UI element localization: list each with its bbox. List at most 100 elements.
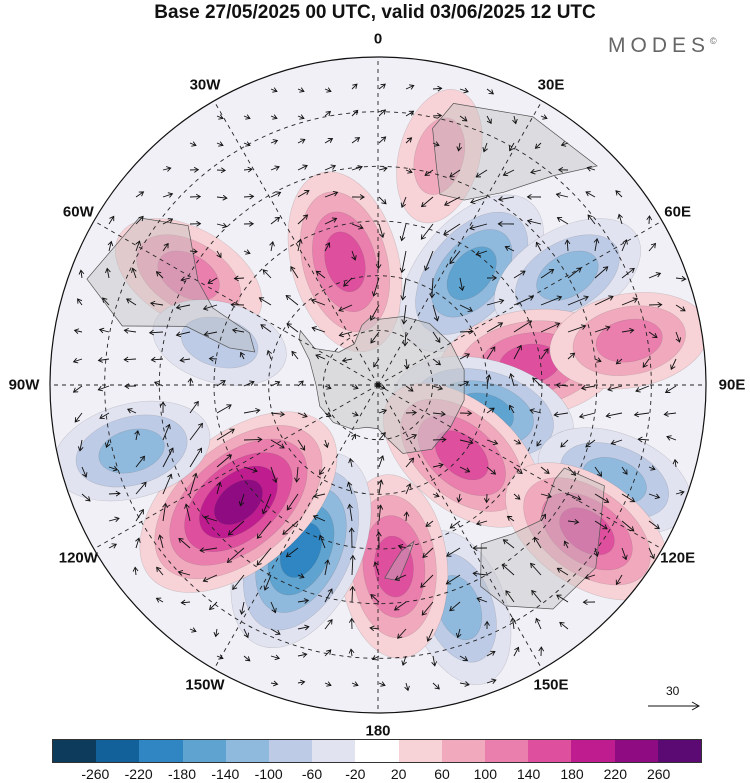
- wind-vector: [135, 481, 147, 495]
- wind-vector: [324, 384, 332, 390]
- wind-vector: [459, 439, 474, 445]
- wind-vector: [563, 540, 569, 549]
- wind-vector: [635, 385, 650, 393]
- wind-vector: [485, 374, 492, 387]
- wind-vector: [343, 277, 353, 287]
- wind-vector: [486, 466, 497, 475]
- wind-vector: [313, 492, 326, 499]
- wind-vector: [586, 165, 596, 172]
- wind-vector: [243, 193, 255, 200]
- wind-vector: [421, 601, 434, 616]
- wind-vector: [230, 301, 245, 308]
- africa-outline: [432, 103, 598, 201]
- anomaly-blob: [139, 411, 338, 593]
- reference-vector: [648, 701, 701, 711]
- wind-vector: [377, 479, 384, 495]
- wind-vector: [535, 617, 542, 630]
- wind-vector: [297, 412, 308, 418]
- wind-vector: [540, 114, 548, 120]
- wind-vector: [135, 455, 146, 468]
- wind-vector: [216, 167, 226, 174]
- wind-vector: [459, 115, 468, 122]
- wind-vector: [285, 294, 299, 306]
- wind-vector: [131, 267, 137, 279]
- wind-vector: [615, 574, 623, 586]
- meridian-line: [93, 384, 379, 550]
- wind-vector: [160, 401, 166, 414]
- wind-vector: [296, 238, 303, 252]
- longitude-label: 0: [373, 30, 383, 48]
- wind-vector: [675, 304, 686, 312]
- wind-vector: [556, 567, 569, 576]
- wind-vector: [530, 562, 542, 576]
- wind-vector: [475, 250, 488, 257]
- wind-vector: [513, 344, 522, 360]
- wind-vector: [424, 169, 434, 176]
- wind-vector: [324, 217, 338, 225]
- wind-vector: [81, 493, 91, 502]
- wind-vector: [540, 493, 552, 499]
- wind-vector: [378, 166, 388, 172]
- wind-vector: [270, 439, 285, 449]
- wind-vector: [256, 547, 272, 566]
- colorbar-cell: [528, 740, 572, 762]
- wind-vector: [124, 383, 137, 390]
- wind-vector: [189, 248, 198, 255]
- wind-vector: [443, 223, 461, 235]
- wind-vector: [286, 323, 299, 333]
- wind-vector: [199, 547, 218, 553]
- wind-vector: [403, 511, 410, 522]
- wind-vector: [123, 356, 137, 363]
- wind-vector: [108, 215, 115, 225]
- wind-vector: [349, 554, 356, 576]
- colorbar-cell: [614, 740, 658, 762]
- wind-vector: [621, 547, 628, 561]
- wind-vector: [324, 588, 333, 603]
- wind-vector: [373, 358, 380, 368]
- wind-vector: [162, 447, 174, 468]
- wind-vector: [216, 380, 226, 387]
- wind-vector: [231, 327, 245, 334]
- wind-vector: [243, 407, 261, 414]
- longitude-label: 180: [365, 722, 391, 740]
- wind-vector: [469, 223, 488, 231]
- wind-vector: [526, 218, 542, 225]
- wind-vector: [162, 502, 168, 522]
- wind-vector: [351, 681, 359, 687]
- wind-vector: [505, 590, 515, 603]
- wind-vector: [269, 240, 275, 252]
- wind-vector: [560, 141, 569, 147]
- wind-vector: [509, 142, 515, 152]
- wind-vector: [189, 422, 203, 441]
- colorbar-tick-label: 20: [390, 766, 407, 782]
- longitude-label: 150E: [533, 676, 569, 694]
- wind-vector: [369, 304, 380, 321]
- wind-vector: [594, 266, 609, 279]
- wind-vector: [243, 141, 251, 147]
- wind-vector: [405, 168, 413, 174]
- wind-vector: [506, 515, 515, 522]
- wind-vector: [270, 628, 281, 635]
- longitude-label: 60E: [664, 203, 691, 221]
- wind-vector: [216, 141, 224, 147]
- wind-vector: [256, 520, 272, 539]
- wind-vector: [394, 574, 407, 581]
- wind-vector: [97, 385, 110, 392]
- south-pole-marker: [375, 382, 381, 388]
- wind-vector: [370, 331, 380, 344]
- wind-vector: [536, 439, 542, 447]
- wind-vector: [216, 454, 233, 468]
- wind-vector: [557, 167, 569, 173]
- wind-vector: [203, 331, 218, 337]
- wind-vector: [420, 196, 434, 208]
- wind-vector: [108, 516, 120, 523]
- wind-vector: [540, 348, 549, 360]
- wind-vector: [497, 221, 515, 227]
- wind-vector: [675, 275, 687, 282]
- wind-vector: [445, 574, 461, 585]
- wind-vector: [459, 353, 471, 360]
- wind-vector: [648, 520, 660, 530]
- wind-vector: [77, 439, 84, 452]
- wind-vector: [432, 682, 440, 690]
- wind-vector: [351, 411, 359, 417]
